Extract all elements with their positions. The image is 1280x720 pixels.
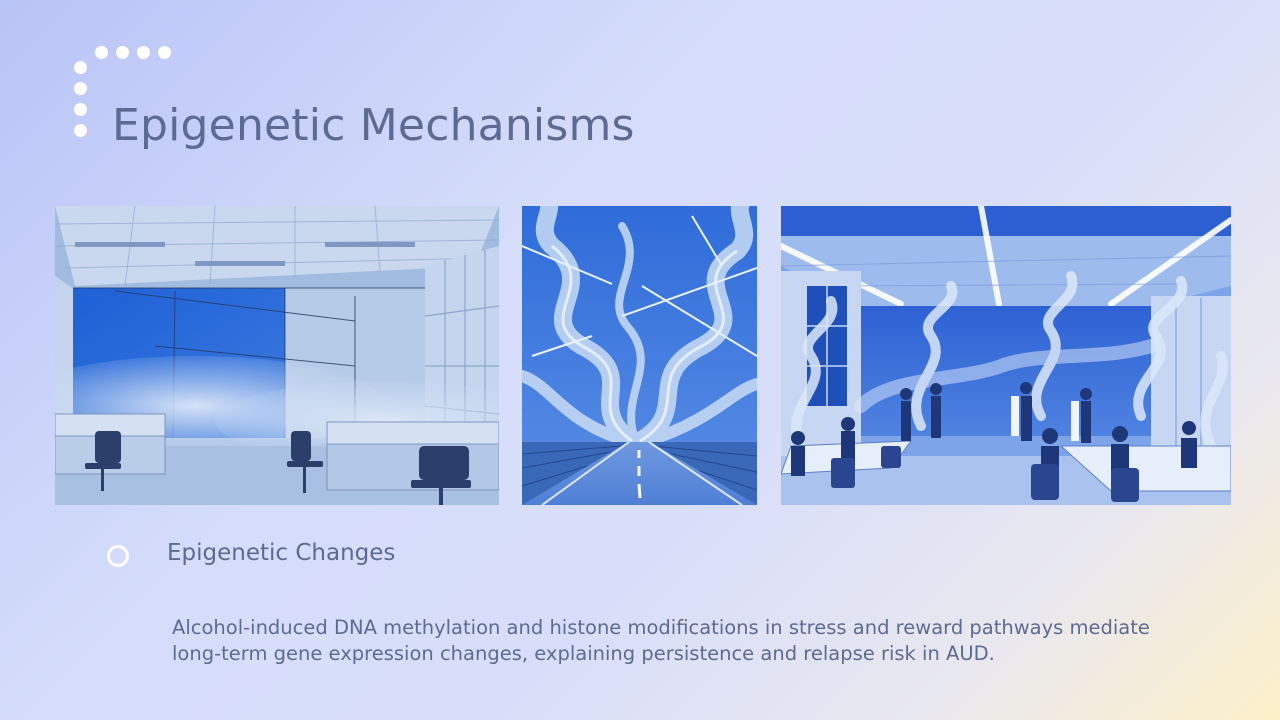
office-fog-image (55, 206, 499, 505)
decorative-dot (74, 82, 87, 95)
section-heading: Epigenetic Changes (167, 540, 396, 566)
bullet-ring-icon (107, 545, 129, 567)
decorative-dot (116, 46, 129, 59)
decorative-dot (74, 124, 87, 137)
decorative-dot (74, 61, 87, 74)
decorative-dot (74, 103, 87, 116)
section-body: Alcohol-induced DNA methylation and hist… (172, 616, 1150, 665)
decorative-dot (158, 46, 171, 59)
decorative-dot (137, 46, 150, 59)
slide-title: Epigenetic Mechanisms (112, 100, 635, 151)
decorative-dot (95, 46, 108, 59)
road-smoke-image (522, 206, 757, 505)
conference-smoke-image (781, 206, 1231, 505)
